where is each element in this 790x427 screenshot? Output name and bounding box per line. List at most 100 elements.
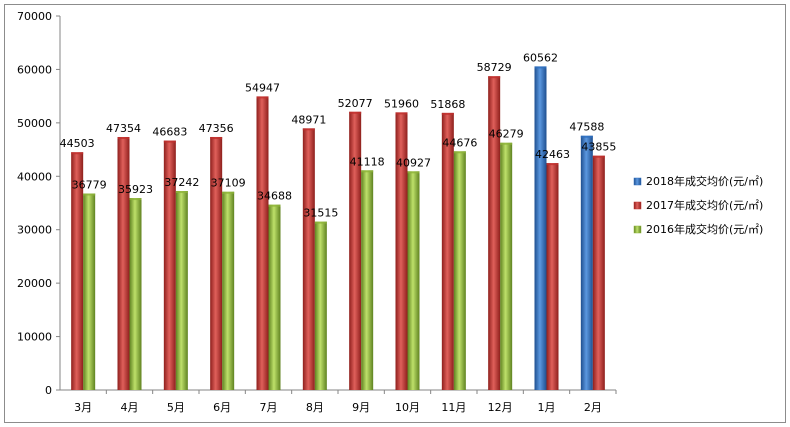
bar-cap	[268, 204, 281, 207]
bar-cap	[129, 198, 142, 201]
bar-cap	[71, 152, 84, 155]
bar-cap	[302, 128, 315, 131]
data-label: 47356	[199, 122, 234, 135]
data-label: 43855	[581, 141, 616, 154]
x-tick-label: 5月	[167, 401, 185, 414]
bar-cap	[395, 112, 408, 115]
bar-cap	[175, 191, 188, 194]
bar-cap	[256, 96, 269, 99]
bar-cap	[592, 155, 605, 158]
bar-cap	[210, 136, 223, 139]
bar-2-8	[453, 151, 466, 390]
bar-0-10	[534, 66, 547, 390]
bar-1-4	[256, 96, 269, 390]
bar-cap	[349, 111, 362, 114]
y-tick-label: 70000	[17, 10, 52, 23]
bar-cap	[580, 135, 593, 138]
data-label: 31515	[303, 207, 338, 220]
y-tick-label: 10000	[17, 331, 52, 344]
data-label: 60562	[523, 51, 558, 64]
bar-1-0	[71, 152, 84, 390]
x-tick-label: 3月	[74, 401, 92, 414]
legend: 2018年成交均价(元/㎡) 2017年成交均价(元/㎡) 2016年成交均价(元/…	[633, 174, 763, 236]
legend-label: 2018年成交均价(元/㎡)	[646, 174, 763, 188]
x-tick-label: 1月	[538, 401, 556, 414]
data-label: 46683	[152, 126, 187, 139]
bar-0-11	[580, 135, 593, 390]
x-tick-label: 10月	[395, 401, 420, 414]
data-label: 40927	[396, 156, 431, 169]
bar-2-1	[129, 198, 142, 390]
bar-1-11	[592, 155, 605, 390]
bar-2-2	[175, 191, 188, 390]
x-tick-label: 6月	[213, 401, 231, 414]
bar-cap	[117, 136, 130, 139]
data-label: 34688	[257, 190, 292, 203]
axes: 0 10000 20000 30000 40000 50000 60000 70000 3月 4月…	[17, 10, 617, 414]
x-tick-label: 9月	[352, 401, 370, 414]
legend-label: 2016年成交均价(元/㎡)	[646, 222, 763, 236]
bar-1-2	[163, 140, 176, 390]
data-label: 51960	[384, 97, 419, 110]
bar-1-6	[349, 111, 362, 391]
data-label: 44503	[60, 137, 95, 150]
x-tick-label: 12月	[488, 401, 513, 414]
bar-2-3	[222, 191, 235, 390]
bar-cap	[361, 170, 374, 173]
bar-1-8	[441, 112, 454, 391]
x-tick-label: 7月	[260, 401, 278, 414]
legend-swatch	[633, 177, 642, 186]
x-tick-label: 2月	[584, 401, 602, 414]
data-label: 47588	[569, 121, 604, 134]
data-label: 44676	[442, 136, 477, 149]
data-label: 58729	[477, 61, 512, 74]
bar-cap	[488, 76, 501, 79]
x-tick-label: 8月	[306, 401, 324, 414]
data-labels-group: 44503 36779 47354 35923 46683 37242 47356 37109…	[60, 51, 617, 219]
bar-2-0	[83, 193, 96, 390]
bar-cap	[546, 163, 559, 166]
bar-cap	[314, 221, 327, 224]
bar-1-1	[117, 136, 130, 390]
bar-2-7	[407, 171, 420, 390]
bar-1-3	[210, 136, 223, 390]
data-label: 37242	[164, 176, 199, 189]
bar-2-4	[268, 204, 281, 390]
bar-2-5	[314, 221, 327, 390]
bar-cap	[163, 140, 176, 143]
bar-1-5	[302, 128, 315, 390]
bar-2-6	[361, 170, 374, 390]
y-tick-label: 30000	[17, 224, 52, 237]
bar-1-7	[395, 112, 408, 391]
legend-label: 2017年成交均价(元/㎡)	[646, 198, 763, 212]
bar-cap	[500, 142, 513, 145]
bar-cap	[441, 112, 454, 115]
bar-1-9	[488, 76, 501, 390]
x-tick-label: 11月	[441, 401, 466, 414]
data-label: 52077	[338, 97, 373, 110]
data-label: 47354	[106, 122, 141, 135]
data-label: 42463	[535, 148, 570, 161]
data-label: 36779	[72, 178, 107, 191]
y-tick-label: 20000	[17, 277, 52, 290]
y-tick-label: 60000	[17, 63, 52, 76]
y-tick-label: 40000	[17, 170, 52, 183]
bar-cap	[83, 193, 96, 196]
bar-cap	[222, 191, 235, 194]
bar-2-9	[500, 142, 513, 390]
bar-cap	[407, 171, 420, 174]
data-label: 48971	[291, 113, 326, 126]
data-label: 54947	[245, 81, 280, 94]
bar-1-10	[546, 163, 559, 390]
x-tick-label: 4月	[121, 401, 139, 414]
data-label: 51868	[430, 98, 465, 111]
y-tick-label: 50000	[17, 117, 52, 130]
data-label: 41118	[350, 155, 385, 168]
bar-cap	[534, 66, 547, 69]
y-tick-label: 0	[45, 384, 52, 397]
bars-group	[71, 66, 605, 391]
bar-cap	[453, 151, 466, 154]
data-label: 35923	[118, 183, 153, 196]
data-label: 37109	[211, 177, 246, 190]
